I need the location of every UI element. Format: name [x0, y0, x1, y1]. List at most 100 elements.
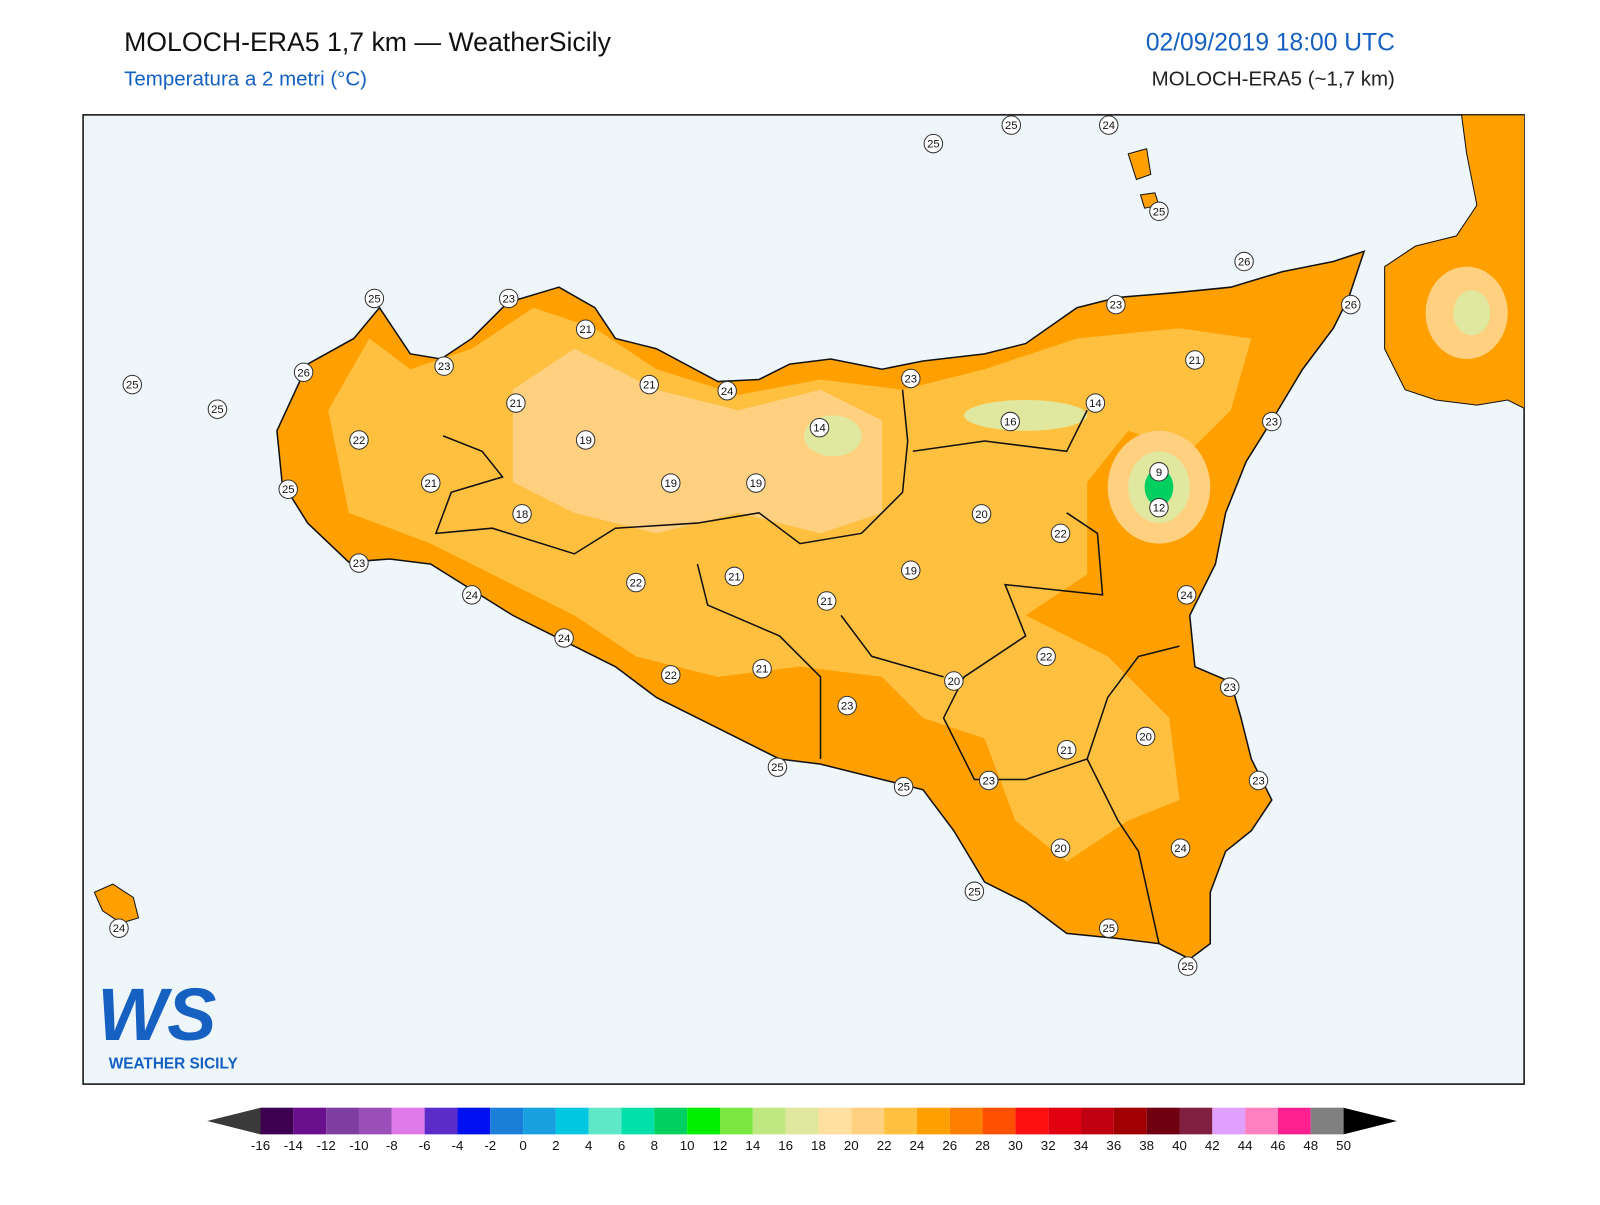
- station-value: 20: [1054, 843, 1067, 855]
- station-value: 24: [1174, 843, 1187, 855]
- colorbar-box: [1310, 1107, 1344, 1135]
- stations: 25 25 24 25 26 26 23 21 23 14 16 9 12 24 23 20 23 24 25 25 2…: [109, 115, 1361, 976]
- map: 25 25 24 25 26 26 23 21 23 14 16 9 12 24 23 20 23 24 25 25 2…: [82, 114, 1525, 1085]
- colorbar-tick-label: 28: [975, 1138, 990, 1153]
- colorbar-tick-label: 6: [618, 1138, 625, 1153]
- colorbar-tick-label: -12: [317, 1138, 336, 1153]
- colorbar-tick-label: -16: [251, 1138, 270, 1153]
- station-value: 24: [113, 923, 126, 935]
- station-marker: [1170, 838, 1191, 858]
- station-value: 23: [982, 776, 995, 788]
- station-marker: [1176, 585, 1197, 605]
- colorbar-tick-label: 50: [1336, 1138, 1351, 1153]
- station-marker: [122, 374, 143, 395]
- station-marker: [512, 504, 532, 524]
- station-value: 24: [721, 386, 734, 398]
- station-marker: [462, 585, 482, 605]
- station-value: 25: [368, 293, 381, 305]
- station-marker: [1000, 411, 1020, 432]
- station-marker: [1248, 770, 1269, 791]
- colorbar-box: [424, 1107, 458, 1135]
- colorbar-box: [555, 1107, 589, 1135]
- station-value: 23: [905, 373, 918, 385]
- logo-name: WEATHER SICILY: [109, 1056, 238, 1073]
- station-marker: [661, 665, 681, 685]
- colorbar-tick-label: 14: [745, 1138, 760, 1153]
- colorbar-tick-label: 30: [1008, 1138, 1023, 1153]
- colorbar-box: [1113, 1107, 1147, 1135]
- station-value: 19: [905, 565, 918, 577]
- station-marker: [964, 881, 985, 902]
- colorbar-box: [1277, 1107, 1311, 1135]
- station-marker: [293, 362, 314, 383]
- station-marker: [978, 770, 999, 791]
- colorbar-box: [752, 1107, 786, 1135]
- station-value: 14: [1089, 398, 1102, 410]
- station-value: 20: [1139, 731, 1152, 743]
- station-marker: [349, 430, 369, 450]
- colorbar-box: [1146, 1107, 1180, 1135]
- station-value: 20: [948, 676, 961, 688]
- colorbar-tick-label: 48: [1303, 1138, 1318, 1153]
- station-value: 21: [579, 324, 592, 336]
- colorbar-tick-label: 32: [1041, 1138, 1056, 1153]
- colorbar-box: [720, 1107, 753, 1135]
- station-value: 19: [750, 478, 763, 490]
- colorbar-box: [1245, 1107, 1278, 1135]
- station-value: 24: [558, 633, 571, 645]
- colorbar-box: [490, 1107, 524, 1135]
- station-value: 25: [282, 484, 295, 496]
- station-value: 25: [1181, 961, 1194, 973]
- colorbar-under: [207, 1107, 261, 1135]
- colorbar-box: [293, 1107, 327, 1135]
- colorbar-tick-label: 26: [942, 1138, 957, 1153]
- station-value: 22: [630, 578, 643, 590]
- station-marker: [1234, 251, 1254, 272]
- colorbar-box: [1081, 1107, 1114, 1135]
- station-value: 25: [1005, 120, 1018, 132]
- station-value: 22: [1054, 528, 1067, 540]
- station-marker: [1001, 115, 1022, 135]
- station-value: 24: [1102, 120, 1115, 132]
- station-marker: [971, 504, 992, 524]
- colorbar-tick-label: 2: [552, 1138, 559, 1153]
- colorbar-over: [1343, 1107, 1397, 1135]
- station-marker: [746, 473, 766, 493]
- station-value: 25: [1153, 206, 1166, 218]
- station-marker: [724, 566, 745, 587]
- station-value: 22: [665, 670, 678, 682]
- colorbar-tick-label: 16: [778, 1138, 793, 1153]
- station-value: 22: [1040, 651, 1053, 663]
- station-marker: [809, 417, 830, 438]
- station-marker: [837, 695, 857, 716]
- colorbar-tick-label: 46: [1271, 1138, 1286, 1153]
- model: MOLOCH-ERA5 (~1,7 km): [1152, 67, 1395, 90]
- title: MOLOCH-ERA5 1,7 km — WeatherSicily: [124, 27, 612, 57]
- province-borders: [434, 389, 1180, 944]
- colorbar: -16 -14 -12 -10 -8 -6 -4 -2 0 2 4 6 8 10 12 14 16 18 20 22 2…: [207, 1107, 1397, 1153]
- station-marker: [1135, 726, 1156, 747]
- colorbar-box: [982, 1107, 1016, 1135]
- station-marker: [278, 479, 298, 499]
- colorbar-tick-label: -6: [419, 1138, 431, 1153]
- station-marker: [1149, 497, 1169, 518]
- station-marker: [506, 393, 526, 413]
- colorbar-box: [851, 1107, 885, 1135]
- colorbar-tick-label: -14: [284, 1138, 304, 1153]
- station-value: 20: [975, 509, 988, 521]
- station-marker: [1085, 393, 1106, 413]
- station-marker: [1098, 918, 1119, 938]
- shade: [1453, 290, 1491, 336]
- station-marker: [421, 473, 441, 493]
- shade: [512, 348, 883, 534]
- station-value: 21: [643, 380, 656, 392]
- colorbar-tick-label: 0: [519, 1138, 526, 1153]
- colorbar-tick-label: -10: [349, 1138, 368, 1153]
- station-value: 23: [502, 293, 515, 305]
- station-marker: [1185, 350, 1205, 370]
- colorbar-tick-label: 40: [1172, 1138, 1187, 1153]
- colorbar-box: [391, 1107, 425, 1135]
- station-value: 23: [1266, 417, 1279, 429]
- colorbar-box: [260, 1107, 294, 1135]
